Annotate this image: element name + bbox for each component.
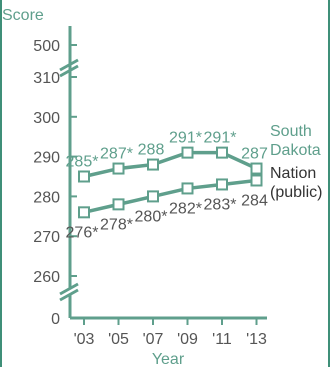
y-tick-label: 270 — [33, 229, 60, 246]
data-point — [181, 182, 194, 195]
data-point — [216, 146, 228, 159]
x-axis-title: Year — [152, 351, 185, 367]
y-tick-label: 260 — [33, 269, 60, 286]
data-label: 287* — [100, 146, 133, 163]
axis-break-bottom — [59, 282, 79, 302]
data-label: 278* — [100, 216, 133, 233]
y-tick-label: 280 — [33, 189, 60, 206]
data-label: 282* — [169, 200, 202, 217]
data-point — [78, 170, 90, 183]
data-label: 287 — [241, 146, 268, 163]
data-point — [181, 146, 194, 159]
legend-label: South — [270, 123, 312, 140]
axis-break-top — [59, 58, 79, 78]
x-tick-label: '13 — [246, 331, 267, 348]
x-tick-label: '05 — [108, 331, 129, 348]
data-label: 280* — [135, 208, 168, 225]
legend-label: (public) — [270, 184, 322, 201]
legend-label: Dakota — [270, 142, 321, 159]
data-point — [112, 162, 125, 175]
y-tick-label: 310 — [33, 70, 60, 87]
x-tick-label: '09 — [177, 331, 198, 348]
y-axis-title: Score — [2, 7, 44, 24]
data-label: 283* — [204, 196, 237, 213]
data-point — [250, 162, 263, 175]
x-tick-label: '03 — [74, 331, 95, 348]
y-tick-label: 500 — [33, 38, 60, 55]
data-label: 291* — [204, 130, 237, 147]
x-tick-label: '11 — [212, 331, 232, 348]
data-point — [112, 198, 125, 211]
data-point — [147, 190, 159, 203]
y-tick-label: 290 — [33, 150, 60, 167]
y-tick-label: 300 — [33, 110, 60, 127]
data-label: 285* — [66, 154, 99, 171]
data-point — [250, 174, 263, 187]
legend: South Dakota Nation (public) — [270, 123, 322, 201]
data-label: 284 — [241, 192, 268, 209]
data-label: 288 — [138, 142, 165, 159]
y-tick-label: 0 — [51, 311, 60, 328]
legend-label: Nation — [270, 165, 316, 182]
data-label: 276* — [66, 224, 99, 241]
data-point — [78, 206, 90, 219]
data-point — [147, 158, 159, 171]
x-tick-label: '07 — [143, 331, 164, 348]
data-point — [216, 178, 228, 191]
data-label: 291* — [169, 130, 202, 147]
tick-group: 500 310 300 290 280 270 260 0 '03 '05 '07 '09 '11 '13 — [33, 38, 267, 348]
